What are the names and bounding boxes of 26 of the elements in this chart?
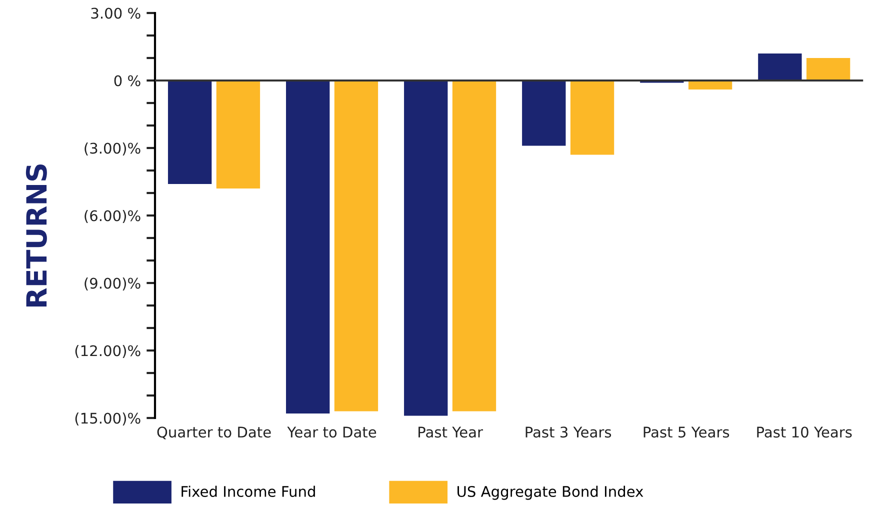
y-tick-label: 3.00 % [91, 8, 140, 19]
y-tick-label: (6.00)% [84, 210, 140, 223]
bar [452, 80, 496, 412]
legend-label: US Aggregate Bond Index [458, 486, 644, 500]
bar [570, 80, 614, 155]
legend-label: Fixed Income Fund [182, 486, 315, 498]
bar [806, 58, 850, 80]
x-tick-label: Past Year [418, 426, 484, 438]
y-tick-label: (12.00)% [75, 344, 140, 358]
x-tick-label: Year to Date [287, 426, 376, 438]
y-tick-label: (15.00)% [75, 412, 140, 426]
bar [758, 54, 802, 80]
x-tick-label: Past 3 Years [526, 426, 612, 438]
y-tick-label: (3.00)% [84, 142, 140, 156]
bar [334, 80, 378, 412]
bar [286, 80, 330, 414]
x-tick-label: Quarter to Date [157, 426, 271, 440]
x-tick-label: Past 10 Years [757, 426, 852, 438]
y-tick-label: (9.00)% [84, 277, 140, 290]
bar [522, 80, 566, 146]
y-tick-label: 0 % [114, 75, 140, 86]
bar [216, 80, 260, 188]
x-tick-label: Past 5 Years [644, 426, 730, 438]
bar [404, 80, 448, 416]
y-axis-title: RETURNS [26, 164, 47, 306]
bar [168, 80, 212, 184]
